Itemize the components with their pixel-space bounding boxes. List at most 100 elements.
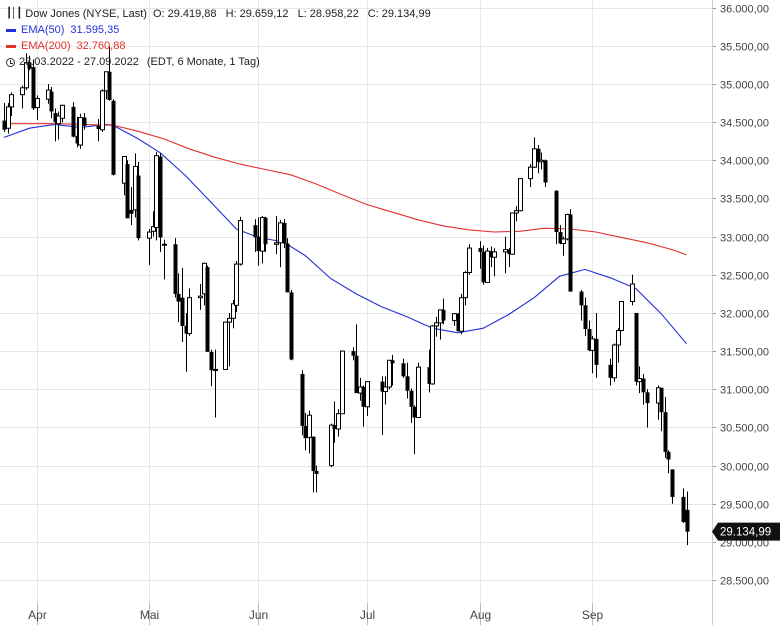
ema200-swatch <box>6 44 16 48</box>
candle-body-up <box>9 94 14 108</box>
candle-body-up <box>147 231 152 239</box>
candle-body-up <box>340 350 345 415</box>
y-tick-label: 36.000,00 <box>720 4 769 16</box>
candle-body-down <box>481 251 486 283</box>
y-tick-label: 32.000,00 <box>720 309 769 321</box>
candle-body-down <box>180 297 185 326</box>
candle-body-up <box>234 263 239 306</box>
candle-body-down <box>685 509 690 532</box>
candle-body-down <box>263 217 268 245</box>
y-tick-label: 33.500,00 <box>720 194 769 206</box>
candle-body-up <box>187 297 192 335</box>
candle-body-down <box>489 251 494 258</box>
candle-body-down <box>645 392 650 404</box>
candle-body-down <box>587 328 592 351</box>
candle-body-up <box>492 251 497 258</box>
x-tick-label: Jul <box>360 608 375 622</box>
candle-body-up <box>387 359 392 388</box>
candle-body-up <box>485 250 490 283</box>
candle-body-up <box>561 238 566 244</box>
legend-ohlc: O: 29.419,88 H: 29.659,12 L: 28.958,22 C: 29… <box>147 6 431 22</box>
candle-body-down <box>107 71 112 100</box>
candle-body-up <box>329 424 334 467</box>
candle-body-up <box>238 220 243 265</box>
candle-body-down <box>136 175 141 239</box>
y-tick-label: 28.500,00 <box>720 576 769 588</box>
last-price-tag <box>712 522 780 541</box>
candle-body-down <box>31 67 36 109</box>
candle-body-up <box>60 104 65 119</box>
candle-body-up <box>35 97 40 109</box>
last-price-label: 29.134,99 <box>720 527 771 539</box>
candle-body-up <box>336 413 341 430</box>
candle-body-up <box>637 378 642 383</box>
candle-body-up <box>307 414 312 438</box>
candle-body-up <box>231 303 236 319</box>
y-tick-label: 34.500,00 <box>720 118 769 130</box>
close-value: 29.134,99 <box>381 8 431 20</box>
candle-body-down <box>405 376 410 391</box>
candle-body-up <box>630 283 635 303</box>
candle-body-down <box>401 363 406 377</box>
candle-body-up <box>539 159 544 163</box>
close-label: C: <box>367 8 379 20</box>
candle-body-down <box>158 156 163 238</box>
candle-body-down <box>681 496 686 523</box>
candle-body-down <box>332 425 337 429</box>
legend-ema50-row[interactable]: EMA(50) 31.595,35 <box>6 22 431 38</box>
candle-body-up <box>503 249 508 253</box>
candle-body-down <box>390 360 395 364</box>
candle-body-up <box>154 155 159 228</box>
y-tick-label: 33.000,00 <box>720 233 769 245</box>
candle-body-up <box>223 321 228 370</box>
high-label: H: <box>225 8 237 20</box>
candle-body-down <box>583 305 588 329</box>
candle-body-up <box>198 295 203 299</box>
candle-body-down <box>663 412 668 452</box>
candle-body-down <box>409 390 414 407</box>
x-tick-label: Apr <box>28 608 47 622</box>
candle-body-down <box>289 292 294 360</box>
open-value: 29.419,88 <box>167 8 217 20</box>
candle-body-down <box>75 135 80 144</box>
candle-body-down <box>568 214 573 292</box>
candle-body-down <box>71 106 76 137</box>
candle-body-down <box>478 248 483 252</box>
candle-body-down <box>361 386 366 407</box>
candle-body-up <box>278 222 283 244</box>
candle-body-down <box>412 406 417 418</box>
ema200-value: 32.760,88 <box>76 40 126 52</box>
y-tick-label: 35.500,00 <box>720 42 769 54</box>
candle-body-up <box>56 115 61 125</box>
legend-ema200-row[interactable]: EMA(200) 32.760,88 <box>6 38 431 54</box>
range-info: (EDT, 6 Monate, 1 Tag) <box>146 56 260 68</box>
candle-body-up <box>6 106 11 129</box>
candle-body-up <box>434 322 439 327</box>
date-range: 23.03.2022 - 27.09.2022 <box>19 56 139 68</box>
candle-body-down <box>594 338 599 365</box>
candle-body-up <box>616 330 621 346</box>
candle-body-down <box>285 243 290 293</box>
candle-body-down <box>82 117 87 126</box>
candle-body-up <box>528 166 533 180</box>
candle-body-up <box>365 381 370 408</box>
y-tick-label: 34.000,00 <box>720 156 769 168</box>
candle-body-down <box>507 249 512 255</box>
candle-body-down <box>253 225 258 238</box>
candlestick-icon: ┃│┃ <box>6 8 22 19</box>
candle-body-down <box>205 267 210 352</box>
y-tick-label: 31.000,00 <box>720 385 769 397</box>
candle-body-down <box>351 351 356 356</box>
candle-body-up <box>227 317 232 323</box>
y-tick-label: 35.000,00 <box>720 80 769 92</box>
candle-body-up <box>532 148 537 168</box>
legend-title: Dow Jones (NYSE, Last) <box>25 8 147 20</box>
candle-body-down <box>125 164 130 219</box>
candle-body-up <box>518 178 523 212</box>
candle-body-down <box>554 190 559 233</box>
candle-body-down <box>354 355 359 394</box>
candle-body-down <box>456 313 461 332</box>
series-line-ema200 <box>4 123 687 256</box>
candle-body-down <box>558 232 563 244</box>
